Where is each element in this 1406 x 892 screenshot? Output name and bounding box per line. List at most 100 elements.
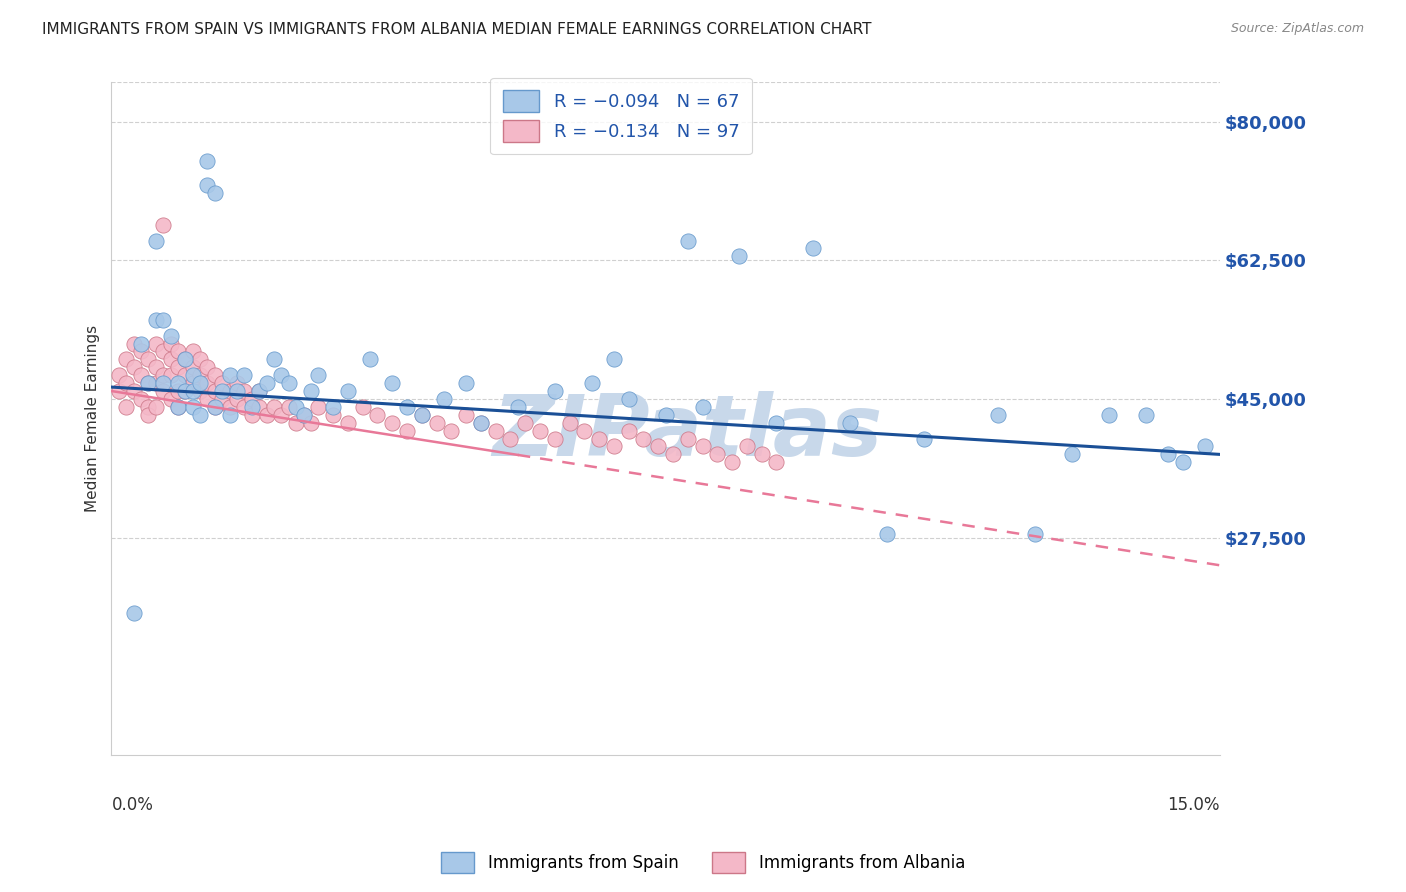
Point: [138, 376, 160, 390]
Point: [676, 432, 699, 446]
Point: [515, 416, 537, 430]
Point: [285, 416, 308, 430]
Point: [138, 376, 160, 390]
Point: [152, 312, 174, 326]
Point: [226, 384, 249, 398]
Point: [211, 376, 233, 390]
Point: [152, 384, 174, 398]
Point: [366, 408, 388, 422]
Point: [1098, 408, 1121, 422]
Point: [167, 376, 190, 390]
Point: [292, 408, 315, 422]
Point: [159, 392, 181, 406]
Point: [499, 432, 522, 446]
Point: [454, 408, 477, 422]
Point: [226, 376, 249, 390]
Point: [277, 400, 299, 414]
Point: [544, 432, 567, 446]
Point: [174, 352, 197, 367]
Point: [138, 400, 160, 414]
Point: [1171, 455, 1194, 469]
Point: [256, 376, 278, 390]
Legend: R = −0.094   N = 67, R = −0.134   N = 97: R = −0.094 N = 67, R = −0.134 N = 97: [491, 78, 752, 154]
Point: [1157, 447, 1180, 461]
Point: [167, 400, 190, 414]
Point: [765, 416, 787, 430]
Point: [226, 392, 249, 406]
Point: [167, 400, 190, 414]
Point: [839, 416, 862, 430]
Point: [107, 368, 129, 383]
Point: [270, 368, 292, 383]
Point: [277, 376, 299, 390]
Point: [181, 368, 204, 383]
Point: [485, 424, 508, 438]
Point: [395, 400, 418, 414]
Point: [721, 455, 744, 469]
Legend: Immigrants from Spain, Immigrants from Albania: Immigrants from Spain, Immigrants from A…: [434, 846, 972, 880]
Point: [197, 154, 219, 169]
Point: [167, 344, 190, 359]
Point: [433, 392, 456, 406]
Point: [912, 432, 935, 446]
Point: [218, 368, 240, 383]
Point: [617, 392, 640, 406]
Point: [152, 344, 174, 359]
Point: [188, 408, 211, 422]
Point: [381, 376, 404, 390]
Point: [588, 432, 610, 446]
Point: [299, 384, 322, 398]
Point: [247, 400, 270, 414]
Point: [381, 416, 404, 430]
Point: [292, 408, 315, 422]
Point: [440, 424, 463, 438]
Point: [145, 336, 167, 351]
Point: [197, 178, 219, 193]
Point: [751, 447, 773, 461]
Point: [240, 392, 263, 406]
Point: [145, 234, 167, 248]
Point: [174, 352, 197, 367]
Point: [167, 384, 190, 398]
Point: [558, 416, 581, 430]
Point: [122, 336, 145, 351]
Point: [181, 400, 204, 414]
Point: [307, 368, 329, 383]
Point: [662, 447, 685, 461]
Point: [735, 440, 758, 454]
Point: [115, 352, 138, 367]
Point: [122, 606, 145, 620]
Point: [122, 384, 145, 398]
Point: [299, 416, 322, 430]
Point: [352, 400, 374, 414]
Point: [197, 392, 219, 406]
Point: [145, 376, 167, 390]
Point: [603, 440, 626, 454]
Y-axis label: Median Female Earnings: Median Female Earnings: [86, 326, 100, 512]
Point: [159, 328, 181, 343]
Point: [181, 376, 204, 390]
Point: [1024, 526, 1046, 541]
Point: [285, 400, 308, 414]
Point: [1135, 408, 1157, 422]
Point: [574, 424, 596, 438]
Point: [188, 352, 211, 367]
Point: [167, 360, 190, 375]
Point: [987, 408, 1010, 422]
Point: [603, 352, 626, 367]
Point: [181, 384, 204, 398]
Point: [181, 344, 204, 359]
Point: [204, 368, 226, 383]
Point: [152, 218, 174, 232]
Point: [115, 400, 138, 414]
Point: [145, 400, 167, 414]
Point: [676, 234, 699, 248]
Point: [307, 400, 329, 414]
Text: 15.0%: 15.0%: [1167, 796, 1220, 814]
Point: [544, 384, 567, 398]
Point: [174, 384, 197, 398]
Point: [138, 408, 160, 422]
Point: [145, 360, 167, 375]
Point: [263, 352, 285, 367]
Point: [129, 392, 152, 406]
